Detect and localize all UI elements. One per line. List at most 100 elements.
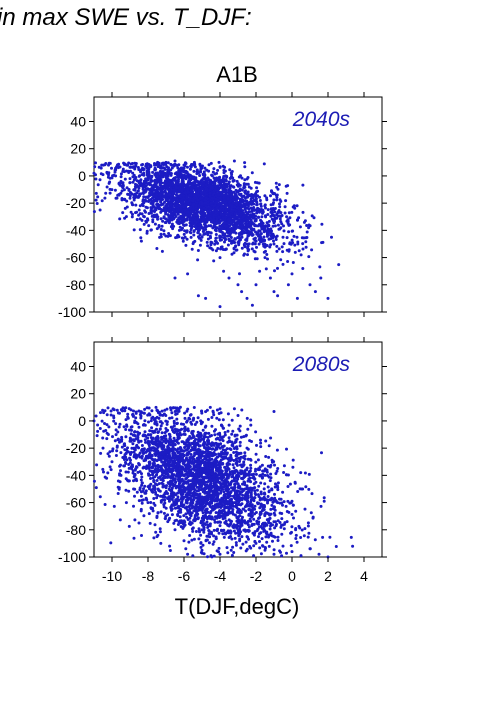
scatter-point — [267, 219, 271, 223]
scatter-point — [162, 232, 166, 236]
scatter-point — [196, 220, 200, 223]
scatter-point — [145, 195, 149, 199]
scatter-point — [183, 198, 187, 202]
scatter-point — [197, 529, 201, 533]
scatter-point — [271, 202, 275, 206]
scatter-point — [212, 213, 216, 217]
scatter-point — [155, 479, 159, 482]
scatter-point — [132, 198, 136, 202]
scatter-point — [306, 521, 310, 525]
scatter-point — [280, 245, 284, 249]
scatter-point — [246, 457, 250, 461]
scatter-point — [209, 231, 213, 235]
scatter-point — [115, 408, 119, 412]
scatter-point — [151, 220, 155, 224]
scatter-point — [195, 211, 199, 215]
scatter-point — [245, 182, 249, 186]
scatter-point — [258, 195, 261, 199]
scatter-point — [275, 198, 279, 202]
scatter-point — [274, 482, 277, 486]
scatter-point — [265, 221, 269, 225]
scatter-point — [192, 160, 196, 164]
scatter-point — [198, 243, 202, 247]
scatter-point — [280, 517, 284, 521]
scatter-point — [272, 410, 276, 413]
scatter-point — [291, 229, 295, 233]
scatter-point — [117, 182, 121, 186]
scatter-point — [265, 234, 269, 238]
scatter-point — [131, 212, 134, 216]
scatter-point — [198, 174, 202, 177]
scatter-point — [247, 204, 250, 208]
scatter-point — [120, 198, 124, 202]
scatter-point — [257, 535, 260, 539]
scatter-point — [290, 210, 294, 214]
scatter-point — [139, 178, 143, 182]
scatter-point — [186, 427, 190, 431]
scatter-point — [264, 249, 267, 253]
scatter-point — [204, 196, 208, 200]
scatter-point — [126, 192, 130, 196]
scatter-point — [176, 491, 180, 495]
scatter-point — [184, 223, 188, 227]
scatter-point — [123, 162, 127, 166]
scatter-point — [296, 242, 300, 246]
scatter-point — [299, 253, 303, 257]
scatter-point — [176, 186, 180, 190]
scatter-point — [149, 191, 153, 195]
scatter-point — [155, 206, 159, 210]
scatter-point — [240, 222, 244, 226]
scatter-point — [137, 425, 141, 429]
scatter-point — [186, 188, 190, 191]
scatter-point — [128, 428, 131, 432]
scatter-point — [134, 203, 138, 207]
scatter-point — [287, 211, 291, 215]
scatter-point — [248, 210, 252, 214]
scatter-point — [269, 243, 273, 247]
scatter-point — [290, 238, 294, 242]
scatter-point — [249, 463, 253, 467]
scatter-point — [133, 478, 137, 482]
scatter-point — [265, 540, 269, 544]
scatter-point — [101, 173, 105, 177]
scatter-point — [181, 239, 185, 243]
scatter-point — [113, 188, 117, 192]
scatter-point — [246, 176, 250, 179]
scatter-point — [94, 486, 98, 490]
scatter-point — [220, 193, 224, 197]
scatter-point — [306, 535, 310, 539]
scatter-point — [171, 227, 175, 231]
scatter-point — [152, 462, 156, 466]
scatter-point — [139, 478, 143, 482]
scatter-point — [270, 209, 274, 213]
scatter-point — [164, 506, 168, 510]
scatter-point — [258, 199, 262, 202]
scatter-point — [222, 218, 226, 222]
scatter-point — [132, 228, 136, 232]
scatter-point — [131, 471, 135, 475]
scatter-point — [171, 194, 175, 198]
scatter-point — [119, 179, 123, 183]
scatter-point — [160, 190, 164, 194]
scatter-point — [159, 420, 163, 424]
scatter-point — [290, 525, 294, 529]
scatter-point — [208, 234, 212, 238]
scatter-point — [192, 196, 196, 199]
y-tick-label: -100 — [58, 304, 86, 320]
scatter-point — [274, 472, 278, 475]
scatter-point — [104, 162, 108, 165]
scatter-point — [266, 495, 270, 498]
scatter-point — [258, 239, 262, 243]
scatter-point — [308, 224, 312, 228]
scatter-point — [147, 212, 151, 215]
scatter-point — [282, 500, 286, 504]
scatter-point — [273, 513, 277, 517]
scatter-point — [167, 191, 171, 195]
scatter-point — [146, 178, 150, 182]
scatter-point — [206, 214, 210, 218]
scatter-point — [245, 237, 249, 241]
scatter-point — [182, 176, 186, 180]
scatter-point — [151, 179, 154, 183]
scatter-point — [206, 233, 210, 237]
scatter-point — [246, 190, 250, 194]
